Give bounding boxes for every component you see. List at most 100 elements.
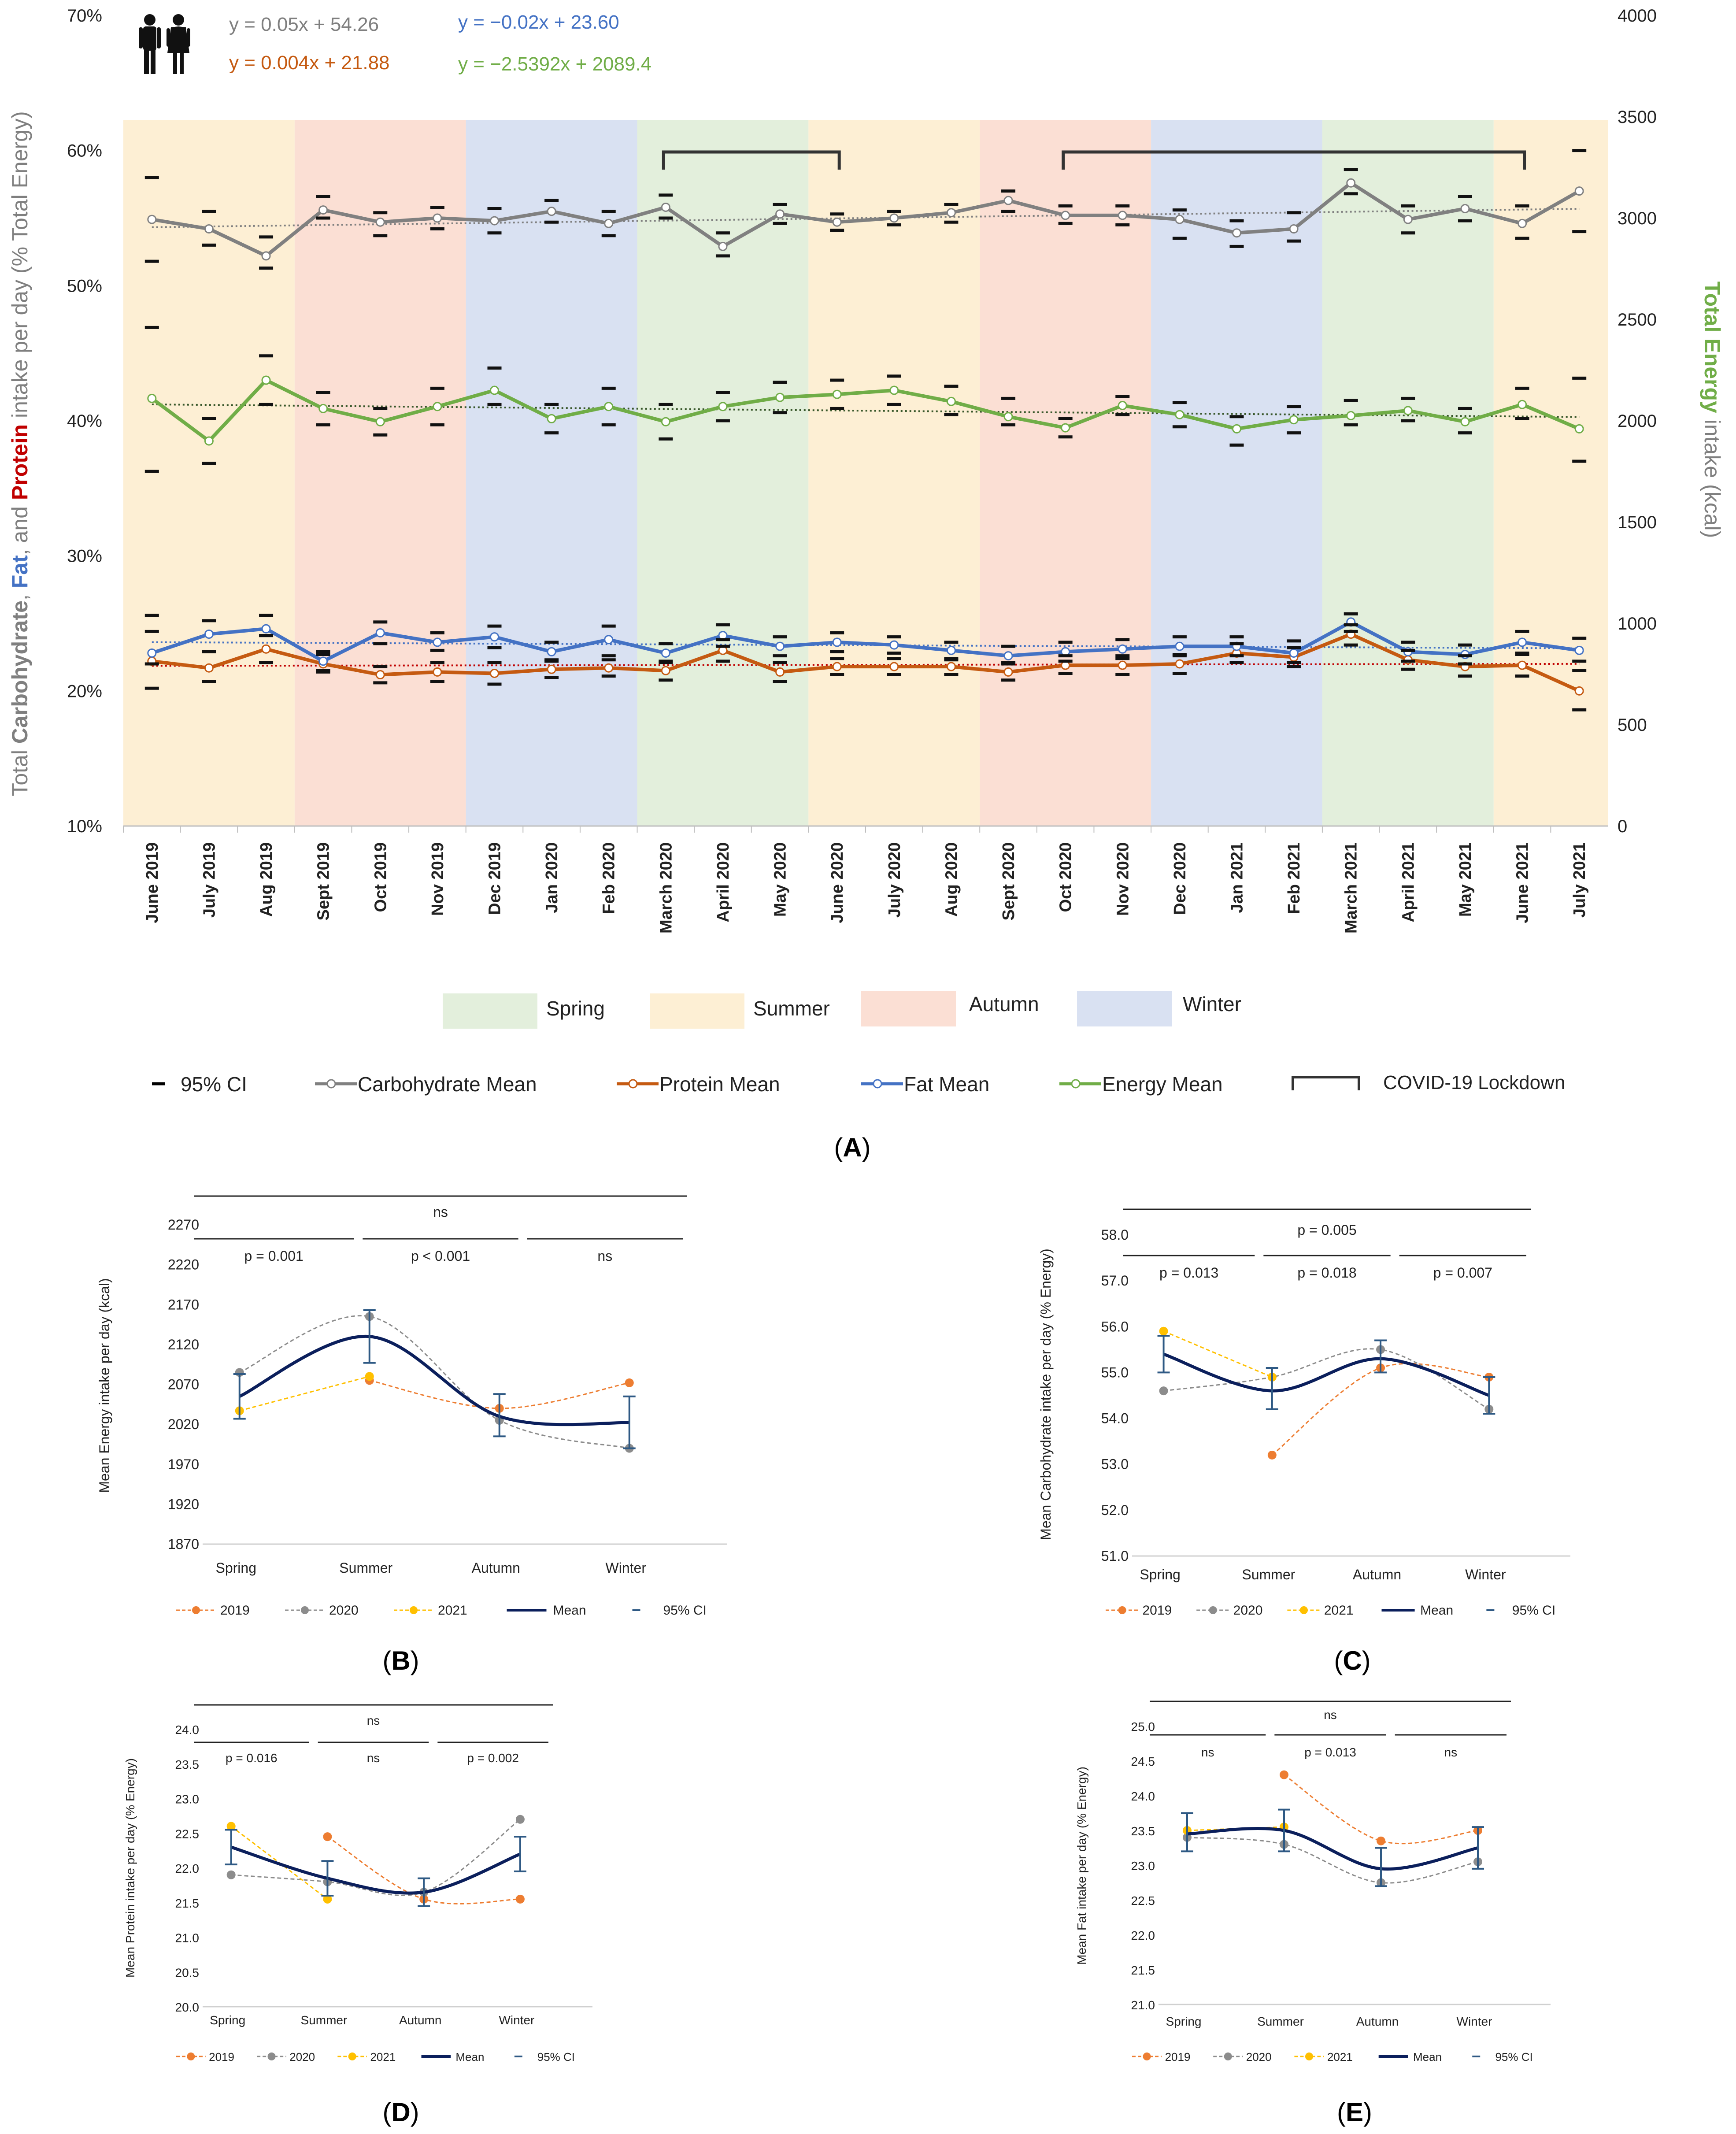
point-energy (261, 375, 271, 385)
point-protein (204, 663, 214, 673)
point-carbohydrate (433, 213, 442, 223)
season-band-summer (808, 120, 980, 826)
legend-marker-2020 (301, 1606, 309, 1614)
sig-label-overall: ns (367, 1714, 380, 1727)
point-fat (604, 635, 614, 645)
panel-b-chart: 1870 1920 1970 2020 2070 2120 2170 2220 2270 Spri… (96, 1195, 727, 1675)
point-fat (775, 641, 785, 651)
point-protein (604, 663, 614, 673)
sig-label-pair: p = 0.013 (1304, 1745, 1356, 1759)
legend-label: Mean (1420, 1603, 1453, 1618)
x-tick-label: Spring (1166, 2015, 1202, 2028)
eq-energy: y = −2.5392x + 2089.4 (458, 53, 651, 75)
point-carbohydrate (1175, 215, 1184, 224)
point-fat (832, 637, 842, 647)
legend-marker-2019 (1118, 1606, 1126, 1614)
legend-label-lockdown: COVID-19 Lockdown (1383, 1072, 1565, 1093)
legend-label: 2021 (370, 2050, 396, 2064)
sig-label-overall: ns (1324, 1708, 1337, 1722)
sig-label-overall: ns (433, 1204, 448, 1220)
legend-marker-2020 (1209, 1606, 1217, 1614)
point-2020 (515, 1815, 525, 1824)
point-carbohydrate (718, 241, 728, 251)
legend-swatch-spring (443, 993, 537, 1029)
y-tick-label: 24.0 (1131, 1789, 1155, 1803)
y-left-tick-label: 60% (67, 141, 102, 161)
axes: 10% 20% 30% 40% 50% 60% 70% 0 500 1000 1500 2000 250… (67, 6, 1657, 934)
x-tick-label: July 2019 (200, 842, 218, 918)
season-band-winter (466, 120, 637, 826)
point-fat (946, 645, 956, 655)
point-energy (318, 404, 328, 413)
x-tick-label: Sept 2019 (315, 842, 333, 920)
series-lines (147, 178, 1584, 696)
legend-label-fat: Fat Mean (904, 1073, 989, 1096)
y-tick-label: 55.0 (1101, 1364, 1129, 1380)
legend-marker-2020 (267, 2052, 276, 2060)
sig-label-pair: p = 0.016 (226, 1751, 278, 1765)
x-tick-label: July 2021 (1570, 842, 1589, 918)
point-2019 (625, 1378, 634, 1387)
series-line-2020 (231, 1819, 521, 1896)
y-tick-label: 1970 (168, 1456, 199, 1472)
legend-marker-2021 (410, 1606, 418, 1614)
lockdown-bracket (662, 150, 841, 170)
panel-letter: D (391, 2097, 410, 2127)
point-carbohydrate (1061, 211, 1070, 220)
point-energy (1518, 400, 1527, 409)
sig-label-pair: ns (367, 1751, 380, 1765)
y-axis-left-label: Total Carbohydrate, Fat, and Protein int… (7, 111, 32, 796)
point-2019 (515, 1894, 525, 1904)
x-tick-label: Nov 2020 (1114, 842, 1132, 916)
point-carbohydrate (490, 216, 499, 226)
point-protein (1003, 667, 1013, 677)
sig-label-pair: ns (1201, 1745, 1214, 1759)
sig-label-pair: p = 0.018 (1297, 1265, 1356, 1281)
x-tick-label: Aug 2020 (942, 842, 961, 917)
y-tick-label: 22.0 (175, 1862, 200, 1875)
legend-label: 95% CI (1495, 2050, 1532, 2064)
legend-marker-2019 (1143, 2052, 1151, 2060)
point-energy (1118, 401, 1127, 410)
legend-carb-marker (326, 1079, 336, 1089)
y-tick-label: 20.0 (175, 2001, 200, 2014)
x-tick-label: May 2020 (771, 842, 790, 917)
point-fat (204, 630, 214, 639)
x-tick-label: Winter (1457, 2015, 1492, 2028)
point-fat (490, 632, 499, 642)
y-right-tick-label: 2000 (1618, 411, 1657, 431)
point-energy (1289, 415, 1299, 425)
series-line-2020 (239, 1315, 630, 1449)
x-tick-label: Oct 2019 (371, 842, 390, 912)
x-tick-label: April 2021 (1399, 842, 1418, 923)
point-protein (1574, 686, 1584, 696)
y-tick-label: 2020 (168, 1416, 199, 1432)
series-line-energy (151, 378, 1580, 443)
x-tick-label: Autumn (472, 1560, 520, 1576)
point-carbohydrate (1118, 211, 1127, 220)
legend-label-summer: Summer (753, 997, 830, 1020)
season-band-summer (1493, 120, 1608, 826)
point-energy (204, 436, 214, 446)
panel-a-caption: (A) (834, 1133, 870, 1162)
y-tick-label: 24.5 (1131, 1755, 1155, 1768)
legend-label: 2021 (438, 1603, 467, 1618)
point-fat (147, 648, 157, 658)
y-tick-label: 56.0 (1101, 1319, 1129, 1334)
y-tick-label: 22.5 (1131, 1894, 1155, 1908)
legend-label: 2020 (1233, 1603, 1263, 1618)
x-tick-label: Winter (499, 2013, 534, 2027)
line-legend: 95% CI Carbohydrate Mean Protein Mean Fa… (152, 1072, 1565, 1096)
point-fat (1574, 645, 1584, 655)
point-carbohydrate (1460, 204, 1470, 214)
point-energy (889, 385, 899, 395)
y-tick-label: 25.0 (1131, 1720, 1155, 1734)
point-2021 (226, 1822, 236, 1831)
y-axis-right-label: Total Energy intake (kcal) (1700, 282, 1725, 538)
panel-letter: B (391, 1646, 410, 1675)
sig-label-pair: p = 0.013 (1159, 1265, 1218, 1281)
y-right-tick-label: 3000 (1618, 209, 1657, 228)
point-energy (547, 414, 556, 423)
series-line-mean (1163, 1352, 1490, 1397)
y-tick-label: 1870 (168, 1536, 199, 1552)
